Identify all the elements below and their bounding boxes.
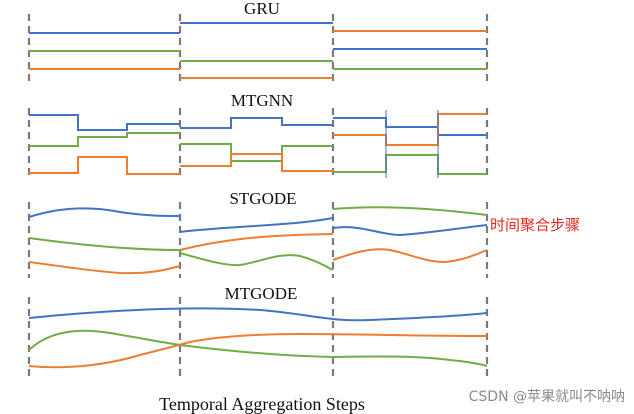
x-axis-label: Temporal Aggregation Steps (159, 394, 365, 414)
blue-series-line (333, 117, 487, 136)
green-series-line (28, 237, 181, 251)
green-series-line (179, 252, 334, 271)
panel-title-mtgnn: MTGNN (231, 91, 293, 110)
orange-series-line (179, 233, 334, 251)
panel-gru: GRU (27, 0, 489, 86)
green-series-line (332, 206, 488, 216)
orange-series-line (180, 153, 333, 172)
blue-series-line (180, 117, 333, 129)
blue-series-line (28, 207, 181, 218)
green-series-line (29, 132, 180, 147)
panel-title-stgode: STGODE (229, 189, 296, 208)
side-label: 时间聚合步骤 (490, 216, 580, 234)
orange-series-line (333, 113, 487, 146)
panel-mtgode: MTGODE (27, 284, 489, 376)
blue-series-line (179, 217, 334, 233)
panel-title-gru: GRU (244, 0, 280, 18)
orange-series-line (29, 156, 180, 175)
panel-title-mtgode: MTGODE (225, 284, 298, 303)
orange-series-line (28, 332, 488, 369)
blue-series-line (332, 224, 488, 237)
blue-series-line (29, 114, 180, 131)
green-series-line (28, 329, 488, 367)
green-series-line (180, 143, 333, 162)
panel-mtgnn: MTGNN (27, 91, 489, 180)
green-series-line (333, 154, 487, 175)
watermark: CSDN @苹果就叫不呐呐 (469, 388, 625, 405)
orange-series-line (28, 261, 181, 275)
panel-stgode: STGODE (27, 189, 489, 278)
blue-series-line (28, 307, 488, 322)
orange-series-line (332, 248, 488, 264)
